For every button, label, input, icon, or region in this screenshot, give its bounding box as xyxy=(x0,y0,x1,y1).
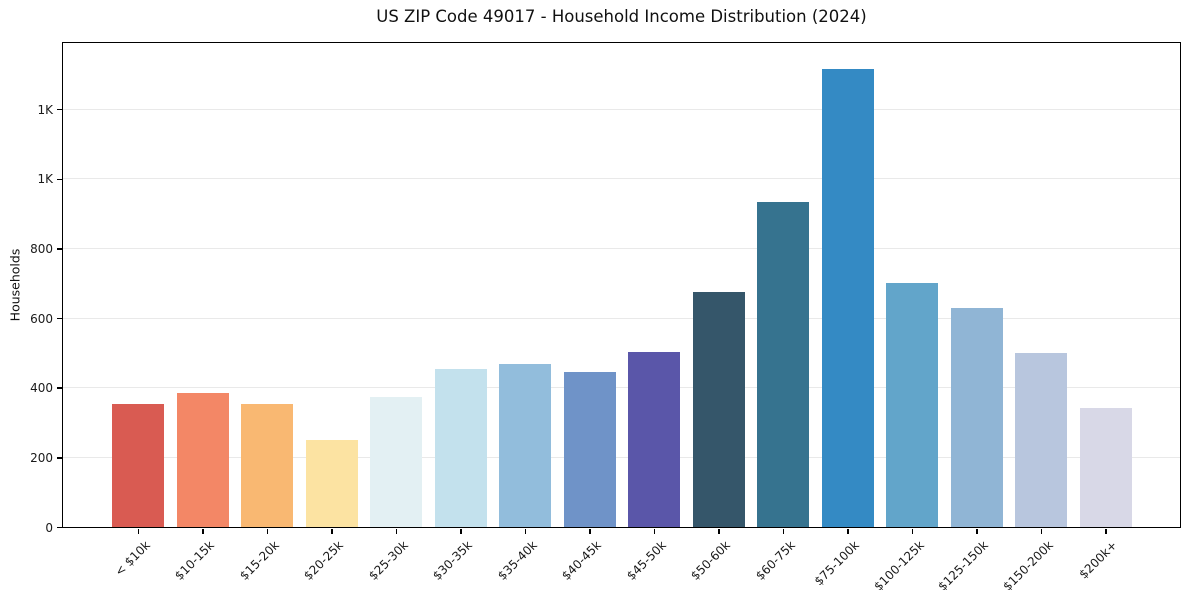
x-tick-mark xyxy=(782,529,785,534)
x-tick-label: $35-40k xyxy=(494,538,540,583)
y-tick-mark xyxy=(57,457,62,459)
x-tick-mark xyxy=(266,529,269,534)
x-tick-mark xyxy=(395,529,398,534)
x-tick-label: $30-35k xyxy=(430,538,475,583)
bar-10k xyxy=(112,404,164,527)
y-tick-mark xyxy=(57,317,62,320)
bar-20-25k xyxy=(305,439,358,527)
bar-60-75k xyxy=(757,202,809,527)
bar-50-60k xyxy=(692,291,745,527)
bar-200k xyxy=(1079,408,1132,527)
bar-40-45k xyxy=(563,372,616,527)
bar-30-35k xyxy=(434,369,487,527)
y-axis-label: Households xyxy=(7,248,23,322)
x-tick-label: $100-125k xyxy=(870,538,927,590)
x-tick-label: $75-100k xyxy=(811,538,862,589)
gridline xyxy=(63,456,1180,458)
bar-15-20k xyxy=(241,404,293,527)
bar-25-30k xyxy=(370,396,422,527)
y-tick-mark xyxy=(57,248,62,250)
y-tick-mark xyxy=(57,526,62,529)
gridline xyxy=(63,178,1180,180)
x-tick-mark xyxy=(847,529,849,534)
plot-area xyxy=(62,42,1181,528)
x-tick-mark xyxy=(1105,529,1107,534)
y-tick-label: 400 xyxy=(30,381,53,396)
x-tick-label: $150-200k xyxy=(999,538,1056,590)
x-tick-label: $10-15k xyxy=(172,538,217,583)
y-tick-label: 800 xyxy=(30,241,53,256)
x-tick-mark xyxy=(524,529,527,534)
y-tick-label: 200 xyxy=(30,450,53,465)
x-tick-label: $45-50k xyxy=(623,538,669,583)
x-tick-label: < $10k xyxy=(111,538,153,579)
x-tick-label: $200k+ xyxy=(1076,538,1120,582)
bar-125-150k xyxy=(950,307,1003,527)
y-tick-label: 600 xyxy=(30,311,53,326)
bar-100-125k xyxy=(886,282,938,527)
x-tick-label: $15-20k xyxy=(236,538,282,583)
x-tick-mark xyxy=(137,529,140,534)
y-tick-mark xyxy=(57,178,62,181)
x-tick-mark xyxy=(718,529,720,534)
y-tick-mark xyxy=(57,108,62,111)
x-tick-label: $125-150k xyxy=(935,538,991,590)
x-tick-label: $40-45k xyxy=(559,538,604,583)
y-tick-label: 1K xyxy=(37,172,53,187)
gridline xyxy=(63,317,1180,319)
x-tick-mark xyxy=(653,529,656,534)
gridline xyxy=(63,387,1180,389)
gridline xyxy=(63,247,1180,249)
x-tick-mark xyxy=(460,529,462,534)
y-tick-label: 1K xyxy=(37,102,53,117)
y-tick-label: 0 xyxy=(45,520,53,535)
x-tick-mark xyxy=(202,529,204,534)
x-tick-label: $20-25k xyxy=(301,538,346,583)
bar-75-100k xyxy=(821,69,874,527)
x-tick-mark xyxy=(589,529,591,534)
bar-150-200k xyxy=(1015,352,1067,527)
bar-35-40k xyxy=(499,364,551,527)
x-tick-label: $60-75k xyxy=(752,538,798,583)
bar-10-15k xyxy=(176,392,229,527)
y-tick-mark xyxy=(57,387,62,389)
x-tick-mark xyxy=(911,529,914,534)
gridline xyxy=(63,108,1180,110)
x-tick-mark xyxy=(331,529,333,534)
x-tick-label: $50-60k xyxy=(688,538,733,583)
x-tick-mark xyxy=(976,529,978,534)
x-tick-label: $25-30k xyxy=(365,538,411,583)
x-tick-mark xyxy=(1040,529,1043,534)
bar-45-50k xyxy=(628,351,680,527)
chart-title: US ZIP Code 49017 - Household Income Dis… xyxy=(376,7,867,26)
